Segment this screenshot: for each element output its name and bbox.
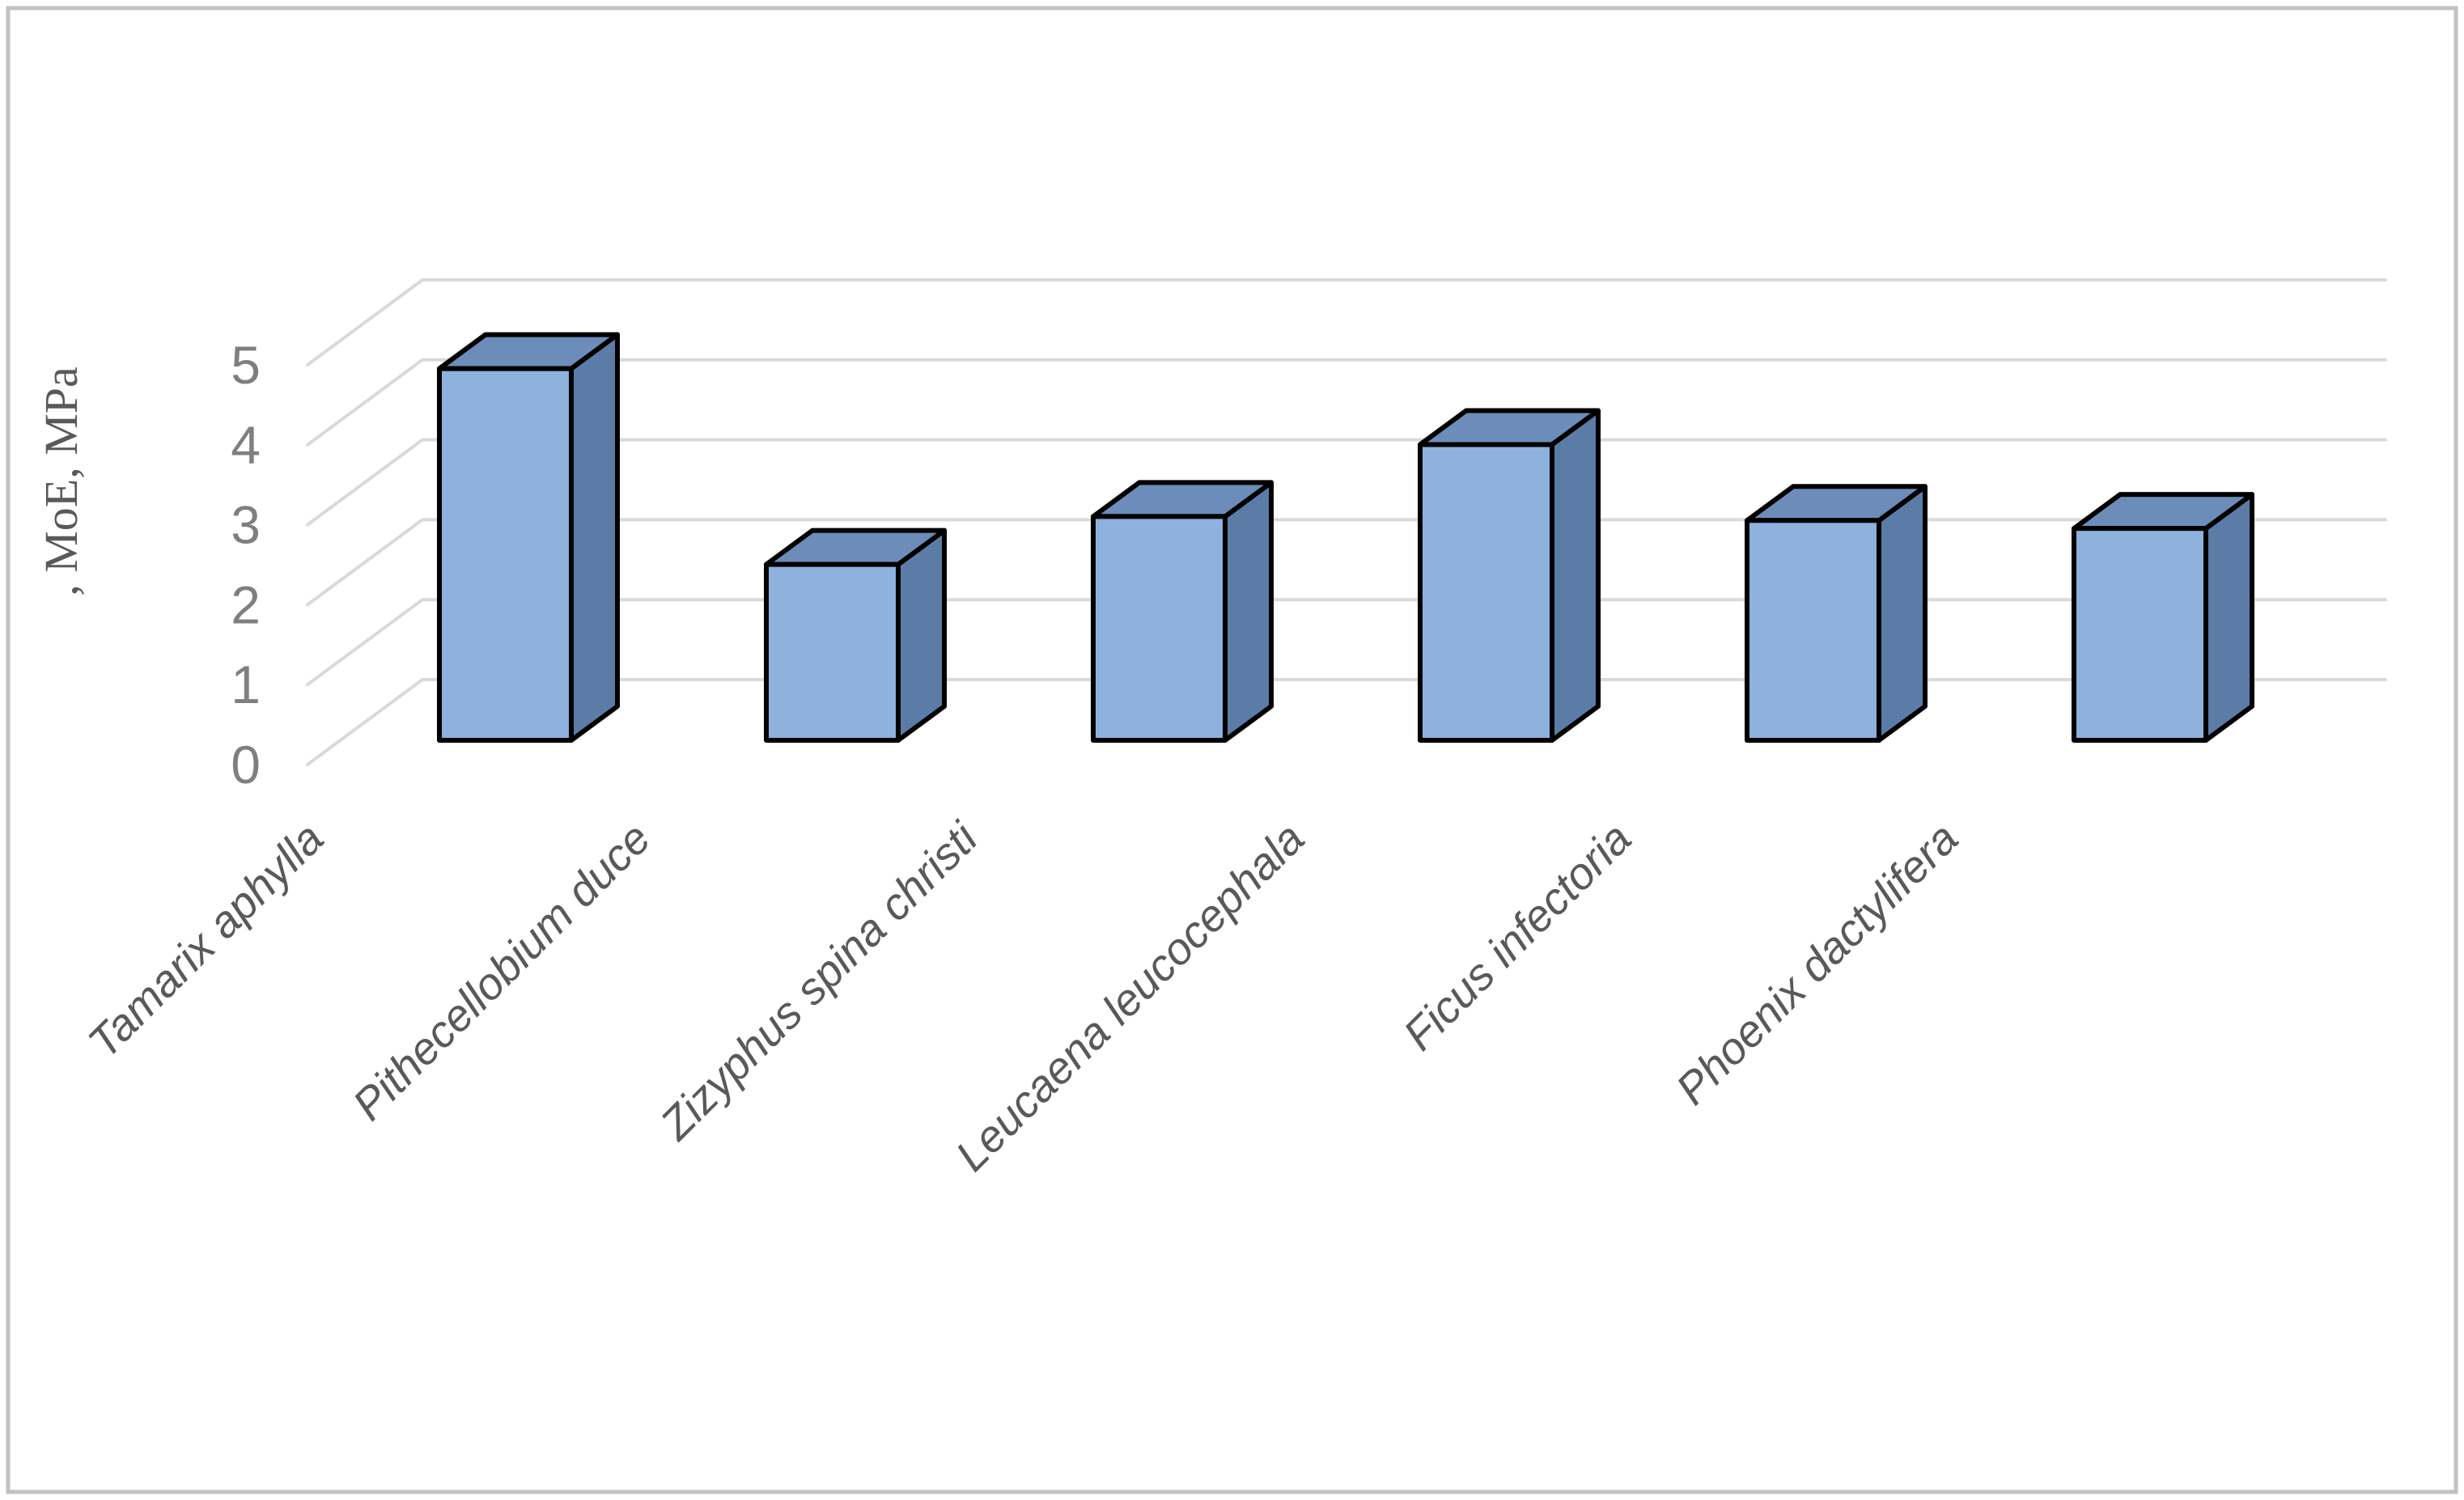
y-tick-label-2: 2 (231, 574, 261, 634)
gridline-4 (306, 358, 2387, 447)
bar-pithecellobium-duce (764, 528, 947, 743)
bar-front-face (764, 561, 901, 743)
category-label-3: Zizyphus spina christi (649, 811, 987, 1150)
category-label-1: Tamarix aphylla (78, 813, 333, 1068)
y-axis-title: , MoE, MPa (35, 367, 87, 596)
bar-zizyphus-spina-christi (1091, 480, 1274, 743)
bar-side-face (2203, 492, 2254, 743)
gridlines-group (306, 278, 2387, 766)
category-label-2: Pithecellobium duce (343, 813, 660, 1130)
y-tick-label-4: 4 (231, 415, 261, 475)
gridline-2 (306, 518, 2387, 607)
bar-front-face (1745, 518, 1881, 743)
bar-side-face (569, 332, 620, 743)
gridline-5 (306, 278, 2387, 367)
y-axis-tick-labels: 0 1 2 3 4 5 (231, 335, 261, 794)
bars-group (437, 332, 2254, 743)
figure-border (6, 6, 2458, 1494)
category-label-4: Leucaena leucocephala (946, 813, 1314, 1181)
category-label-5: Ficus infectoria (1393, 813, 1640, 1060)
bar-front-face (1091, 514, 1228, 743)
bar-side-face (1877, 484, 1928, 743)
y-tick-label-1: 1 (231, 655, 261, 714)
y-tick-label-3: 3 (231, 495, 261, 555)
bar-phoenix-dactylifera (2072, 492, 2254, 743)
gridline-1 (306, 598, 2387, 687)
bar-leucaena-leucocephala (1418, 408, 1601, 743)
bar-front-face (1418, 442, 1554, 743)
bar-tamarix-aphylla (437, 332, 620, 743)
bar-front-face (2072, 526, 2208, 743)
bar-side-face (1550, 408, 1601, 743)
y-tick-label-0: 0 (231, 735, 261, 794)
bar-front-face (437, 366, 574, 743)
category-label-6: Phoenix dactylifera (1666, 813, 1967, 1114)
bar-side-face (1223, 480, 1274, 743)
x-axis-category-labels: Tamarix aphylla Pithecellobium duceZizyph… (78, 811, 1968, 1180)
gridline-0 (306, 678, 2387, 766)
bar-ficus-infectoria (1745, 484, 1928, 743)
y-tick-label-5: 5 (231, 335, 261, 395)
gridline-3 (306, 438, 2387, 527)
